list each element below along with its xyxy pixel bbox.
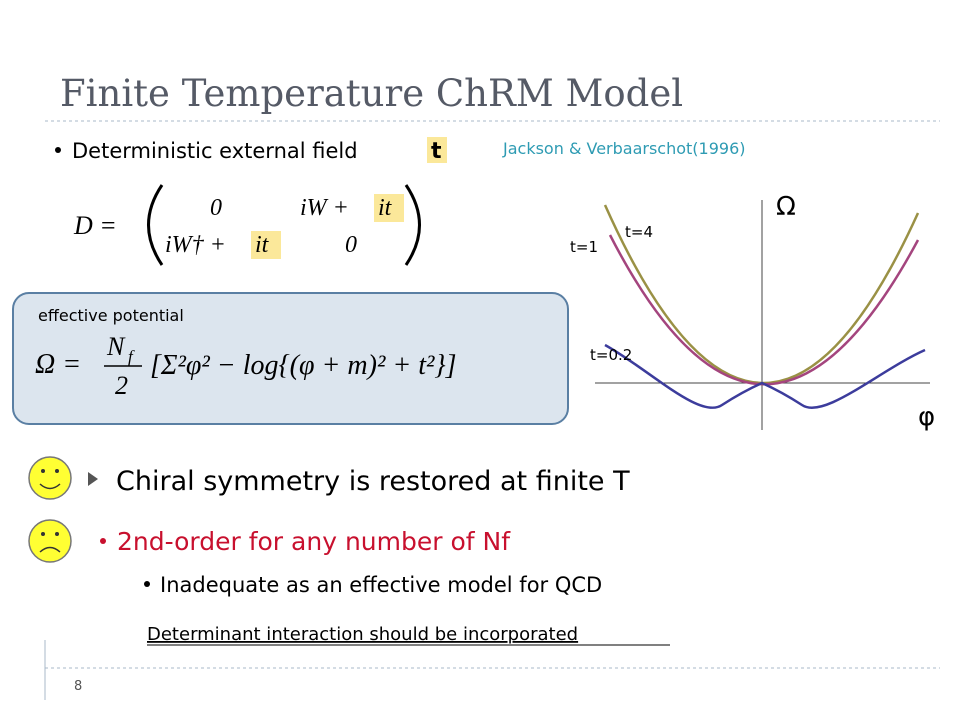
- main-point: Chiral symmetry is restored at finite T: [116, 466, 630, 497]
- negative-point: 2nd-order for any number of Nf: [117, 527, 511, 556]
- field-variable: t: [431, 139, 442, 164]
- plot: Ω φ t=4 t=1 t=0.2: [570, 192, 935, 432]
- bullet: [144, 581, 150, 587]
- highlight: [374, 194, 404, 222]
- y-label: Ω: [776, 192, 796, 222]
- numerator: N: [106, 332, 126, 361]
- matrix-entry: iW† +: [165, 232, 226, 258]
- matrix-entry: iW +: [300, 195, 349, 221]
- smiley-happy: [28, 456, 72, 500]
- numerator-sub: f: [128, 347, 135, 366]
- matrix-entry: it: [255, 232, 270, 258]
- intro-bullet: Deterministic external field: [72, 139, 358, 163]
- potential-rhs: [Σ²φ² − log{(φ + m)² + t²}]: [150, 350, 457, 381]
- curve-label: t=0.2: [590, 346, 632, 364]
- arrow-bullet: [88, 472, 98, 486]
- potential-box: [12, 292, 569, 425]
- slide-title: Finite Temperature ChRM Model: [60, 72, 683, 115]
- matrix-entry: it: [378, 195, 393, 221]
- matrix-entry: 0: [345, 232, 357, 258]
- curve-t1: [608, 234, 920, 386]
- potential-lhs: Ω =: [35, 349, 81, 380]
- matrix: D = 0 iW + it iW† + it 0: [73, 184, 421, 266]
- matrix-entry: 0: [210, 195, 222, 221]
- highlight: [427, 137, 447, 163]
- x-label: φ: [918, 402, 935, 432]
- sub-point: Inadequate as an effective model for QCD: [160, 573, 602, 597]
- curve-label: t=1: [570, 238, 598, 256]
- bullet: [100, 538, 106, 544]
- highlight: [251, 231, 281, 259]
- citation: Jackson & Verbaarschot(1996): [502, 139, 746, 158]
- curve-label: t=4: [625, 223, 653, 241]
- curve-t02: [604, 343, 926, 409]
- potential-label: effective potential: [38, 306, 184, 325]
- smiley-sad: [28, 519, 72, 563]
- note: Determinant interaction should be incorp…: [147, 624, 578, 645]
- matrix-lhs: D =: [73, 211, 117, 240]
- page-number: 8: [74, 679, 82, 694]
- bullet: [55, 147, 61, 153]
- paren: [147, 184, 164, 266]
- paren: [404, 184, 421, 266]
- denominator: 2: [115, 371, 128, 400]
